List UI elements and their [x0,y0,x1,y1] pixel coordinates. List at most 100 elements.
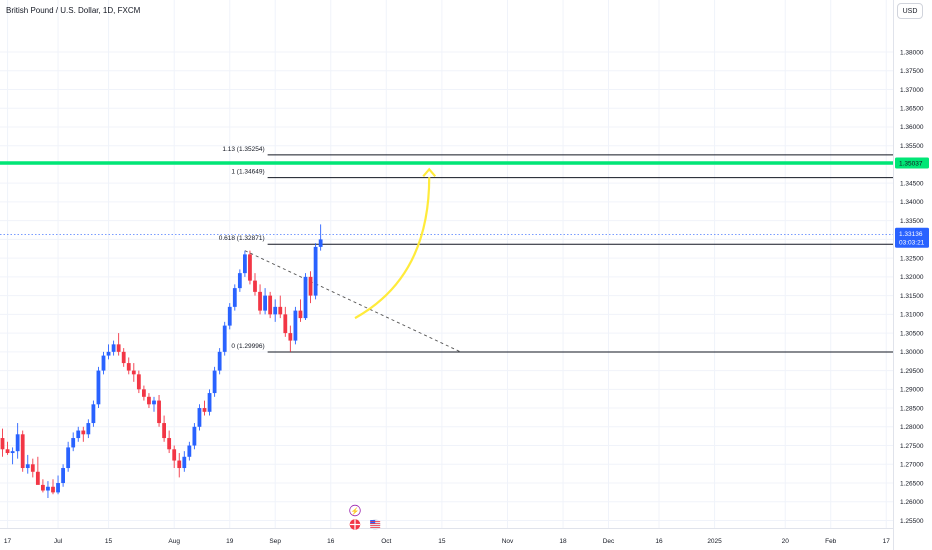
candle-body [51,486,55,493]
candle-body [30,464,35,472]
time-tick-label: 16 [327,538,335,545]
fib-level-label: 1 (1.34649) [231,169,264,176]
price-tick-label: 1.31500 [900,293,924,300]
candle-body [192,426,197,446]
price-tick-label: 1.33500 [900,218,924,225]
candle-body [76,430,81,439]
candle-body [202,408,207,412]
candle-body [273,306,278,315]
candle-body [232,288,237,307]
us-flag-canton [370,520,376,524]
candle-body [258,291,262,311]
price-tick-label: 1.27500 [900,443,924,450]
price-tick-label: 1.28000 [900,424,924,431]
candle-body [157,400,161,424]
price-tick-label: 1.37500 [900,68,924,75]
candle-body [222,325,227,352]
candle-body [56,483,60,493]
price-tick-label: 1.34000 [900,199,924,206]
candle-body [61,468,65,484]
candle-body [313,246,318,296]
candle-body [187,445,192,457]
candle-body [263,295,267,311]
price-tick-label: 1.26500 [900,480,924,487]
price-tick-label: 1.31000 [900,312,924,319]
candle-body [126,363,131,371]
candle-body [81,430,86,435]
candle-body [278,306,283,315]
candle-body [101,355,106,371]
price-tick-label: 1.27000 [900,462,924,469]
candle-body [106,351,111,356]
time-tick-label: 18 [559,538,567,545]
price-tick-label: 1.28500 [900,405,924,412]
candle-body [217,351,222,371]
candle-body [207,393,212,412]
resistance-price-label: 1.35037 [899,160,923,167]
price-tick-label: 1.32500 [900,255,924,262]
lightning-icon[interactable] [349,504,361,517]
price-tick-label: 1.30000 [900,349,924,356]
time-tick-label: 17 [883,538,891,545]
time-tick-label: Sep [269,538,281,545]
time-tick-label: 15 [105,538,113,545]
candle-body [318,239,323,247]
candle-body [212,370,217,394]
candle-body [227,306,232,326]
time-tick-label: 20 [782,538,790,545]
price-tick-label: 1.29500 [900,368,924,375]
symbol-title[interactable]: British Pound / U.S. Dollar, 1D, FXCM [6,6,141,15]
time-tick-label: 15 [438,538,446,545]
candle-body [308,276,313,296]
fib-level-label: 0 (1.29996) [231,343,264,350]
candle-body [152,400,156,405]
time-tick-label: Nov [502,538,514,545]
candle-body [172,449,177,461]
time-tick-label: Dec [603,538,615,545]
candle-body [283,314,288,334]
candle-body [237,273,242,289]
candle-body [182,456,187,469]
candle-body [197,408,202,427]
candle-body [298,310,303,319]
candle-body [253,280,257,292]
candle-body [248,254,252,281]
time-tick-label: 19 [226,538,234,545]
candle-body [35,471,40,485]
candle-body [121,351,126,364]
price-tick-label: 1.38000 [900,49,924,56]
time-tick-label: Oct [381,538,391,545]
candle-body [10,451,15,454]
price-tick-label: 1.35500 [900,143,924,150]
trendline[interactable] [244,250,463,353]
candle-body [116,344,121,352]
time-tick-label: Aug [168,538,180,545]
candle-body [303,276,308,319]
time-tick-label: 16 [655,538,663,545]
price-tick-label: 1.37000 [900,87,924,94]
projection-arrow[interactable] [354,177,431,320]
lightning-icon-glyph: ⚡ [351,506,360,515]
time-tick-label: 17 [4,538,12,545]
time-tick-label: 2025 [707,538,722,545]
candle-body [177,460,182,469]
candle-body [20,434,25,469]
fib-level-label: 1.13 (1.35254) [222,146,264,153]
price-tick-label: 1.32000 [900,274,924,281]
candle-body [0,438,5,450]
fib-level-label: 0.618 (1.32871) [219,235,265,242]
candle-body [288,333,293,341]
price-tick-label: 1.29000 [900,387,924,394]
price-tick-label: 1.25500 [900,518,924,525]
candle-body [91,404,96,424]
countdown-label: 03:03:21 [899,240,925,247]
arrow-head [422,167,437,178]
price-tick-label: 1.36500 [900,106,924,113]
currency-button[interactable]: USD [897,3,923,19]
candle-body [147,396,151,405]
candle-body [41,484,45,491]
candle-body [5,449,10,454]
current-price-label: 1.33136 [899,231,923,238]
